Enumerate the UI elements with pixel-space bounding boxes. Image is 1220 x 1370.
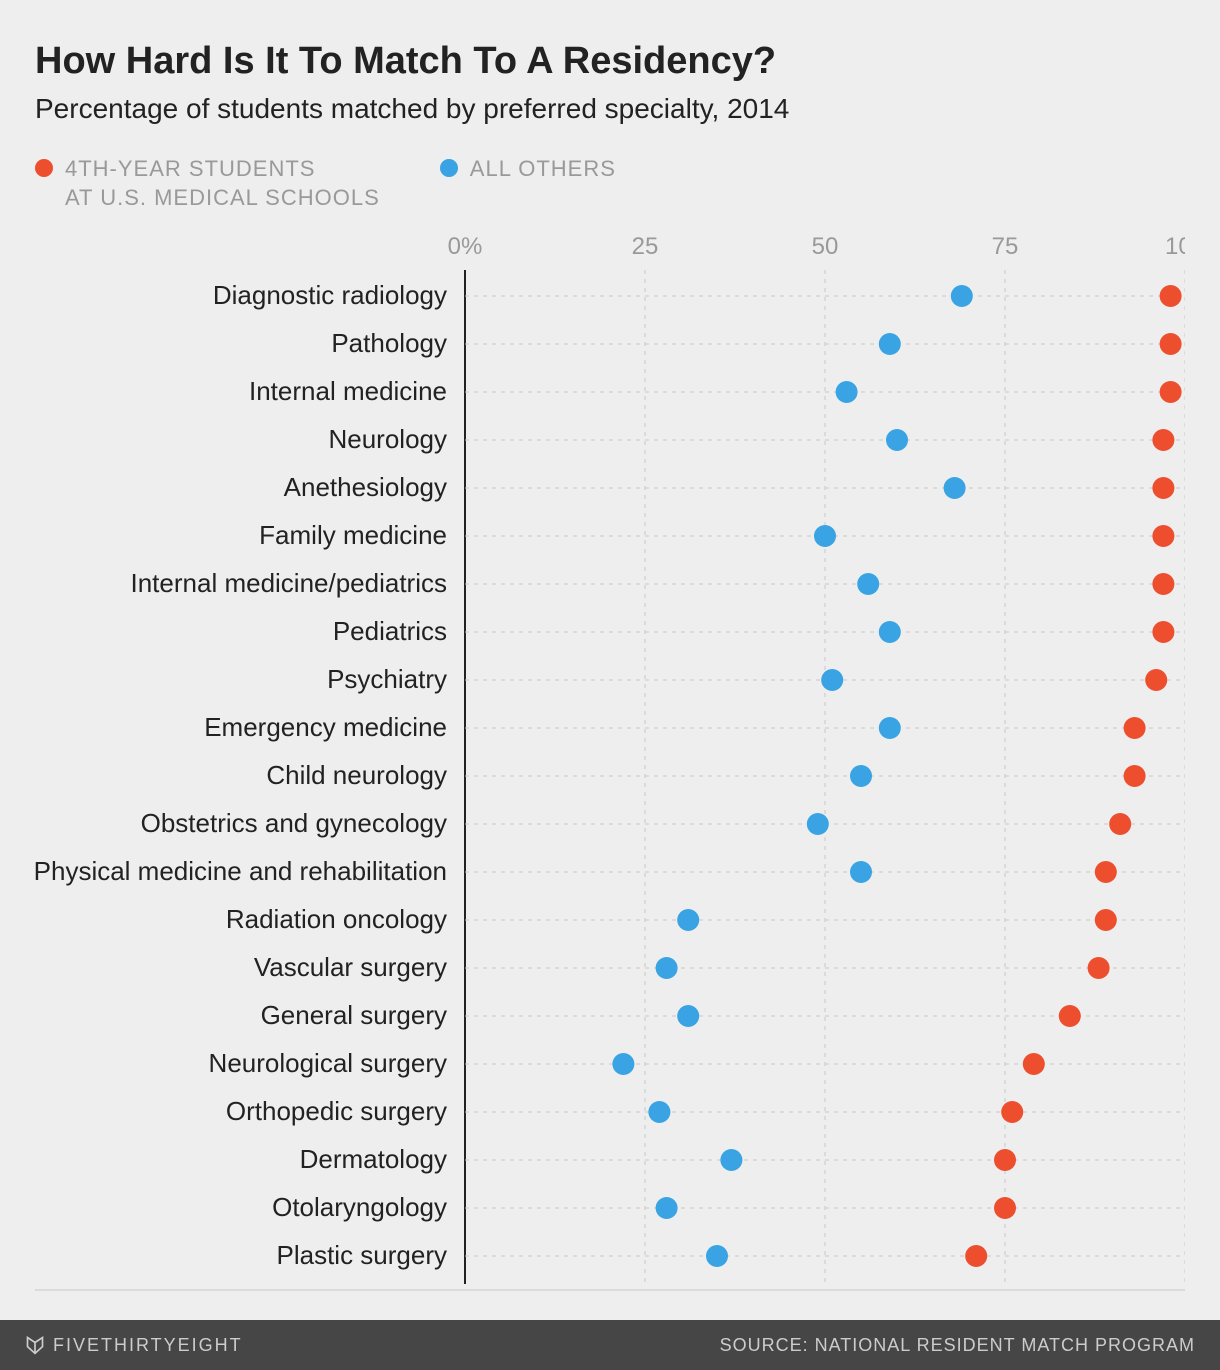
- x-tick-label: 0%: [448, 233, 483, 260]
- dot-all-others: [944, 477, 966, 499]
- dot-all-others: [706, 1245, 728, 1267]
- dot-all-others: [879, 717, 901, 739]
- specialty-label: Anethesiology: [284, 472, 447, 502]
- legend-label-fourth-year: 4TH-YEAR STUDENTS AT U.S. MEDICAL SCHOOL…: [65, 155, 380, 212]
- dot-all-others: [821, 669, 843, 691]
- dot-fourth-year: [994, 1149, 1016, 1171]
- dot-fourth-year: [1109, 813, 1131, 835]
- dot-fourth-year: [1152, 573, 1174, 595]
- dot-all-others: [807, 813, 829, 835]
- specialty-label: Child neurology: [266, 760, 447, 790]
- dot-all-others: [850, 861, 872, 883]
- specialty-label: General surgery: [261, 1000, 447, 1030]
- dot-all-others: [656, 1197, 678, 1219]
- specialty-label: Family medicine: [259, 520, 447, 550]
- x-tick-label: 100: [1165, 233, 1185, 260]
- dot-fourth-year: [1124, 717, 1146, 739]
- dot-fourth-year: [1088, 957, 1110, 979]
- dot-fourth-year: [965, 1245, 987, 1267]
- dot-fourth-year: [1160, 381, 1182, 403]
- dot-fourth-year: [1152, 477, 1174, 499]
- dot-all-others: [879, 621, 901, 643]
- specialty-label: Internal medicine/pediatrics: [131, 568, 448, 598]
- dot-fourth-year: [1095, 909, 1117, 931]
- specialty-label: Emergency medicine: [204, 712, 447, 742]
- dot-all-others: [648, 1101, 670, 1123]
- specialty-label: Pediatrics: [333, 616, 447, 646]
- legend-label-all-others: ALL OTHERS: [470, 155, 616, 184]
- dot-all-others: [850, 765, 872, 787]
- specialty-label: Physical medicine and rehabilitation: [35, 856, 447, 886]
- footer-source: SOURCE: NATIONAL RESIDENT MATCH PROGRAM: [720, 1335, 1195, 1356]
- dot-fourth-year: [994, 1197, 1016, 1219]
- dot-all-others: [720, 1149, 742, 1171]
- legend: 4TH-YEAR STUDENTS AT U.S. MEDICAL SCHOOL…: [35, 155, 1185, 212]
- chart-plot-area: 0% 25 50 75 100 Diagnostic radiology Pathology…: [35, 222, 1185, 1297]
- dot-fourth-year: [1152, 621, 1174, 643]
- footer-brand-text: FIVETHIRTYEIGHT: [53, 1335, 243, 1356]
- dot-fourth-year: [1152, 429, 1174, 451]
- dot-fourth-year: [1001, 1101, 1023, 1123]
- chart-subtitle: Percentage of students matched by prefer…: [35, 93, 1185, 125]
- dot-all-others: [677, 1005, 699, 1027]
- specialty-label: Plastic surgery: [277, 1240, 448, 1270]
- dot-fourth-year: [1145, 669, 1167, 691]
- x-tick-label: 50: [812, 233, 839, 260]
- x-tick-label: 25: [632, 233, 659, 260]
- dot-fourth-year: [1059, 1005, 1081, 1027]
- dot-all-others: [814, 525, 836, 547]
- dot-fourth-year: [1124, 765, 1146, 787]
- dot-fourth-year: [1160, 285, 1182, 307]
- chart-title: How Hard Is It To Match To A Residency?: [35, 40, 1185, 83]
- dot-all-others: [879, 333, 901, 355]
- legend-item-fourth-year: 4TH-YEAR STUDENTS AT U.S. MEDICAL SCHOOL…: [35, 155, 380, 212]
- chart-svg: 0% 25 50 75 100 Diagnostic radiology Pathology…: [35, 222, 1185, 1297]
- dot-fourth-year: [1023, 1053, 1045, 1075]
- specialty-label: Diagnostic radiology: [213, 280, 447, 310]
- fivethirtyeight-logo-icon: [25, 1335, 45, 1355]
- footer-brand: FIVETHIRTYEIGHT: [25, 1335, 243, 1356]
- specialty-label: Neurology: [328, 424, 447, 454]
- legend-dot-red: [35, 159, 53, 177]
- dot-fourth-year: [1095, 861, 1117, 883]
- legend-dot-blue: [440, 159, 458, 177]
- dot-all-others: [612, 1053, 634, 1075]
- specialty-label: Dermatology: [300, 1144, 447, 1174]
- dot-all-others: [677, 909, 699, 931]
- dot-all-others: [951, 285, 973, 307]
- footer-bar: FIVETHIRTYEIGHT SOURCE: NATIONAL RESIDEN…: [0, 1320, 1220, 1370]
- dot-all-others: [656, 957, 678, 979]
- specialty-label: Otolaryngology: [272, 1192, 447, 1222]
- dot-fourth-year: [1152, 525, 1174, 547]
- specialty-label: Radiation oncology: [226, 904, 447, 934]
- legend-item-all-others: ALL OTHERS: [440, 155, 616, 184]
- specialty-label: Pathology: [331, 328, 447, 358]
- chart-container: How Hard Is It To Match To A Residency? …: [0, 0, 1220, 1370]
- specialty-label: Psychiatry: [327, 664, 447, 694]
- specialty-label: Obstetrics and gynecology: [141, 808, 447, 838]
- dot-all-others: [886, 429, 908, 451]
- specialty-label: Neurological surgery: [209, 1048, 447, 1078]
- dot-all-others: [857, 573, 879, 595]
- dot-fourth-year: [1160, 333, 1182, 355]
- x-tick-label: 75: [992, 233, 1019, 260]
- specialty-label: Vascular surgery: [254, 952, 447, 982]
- dot-all-others: [836, 381, 858, 403]
- specialty-label: Orthopedic surgery: [226, 1096, 447, 1126]
- specialty-label: Internal medicine: [249, 376, 447, 406]
